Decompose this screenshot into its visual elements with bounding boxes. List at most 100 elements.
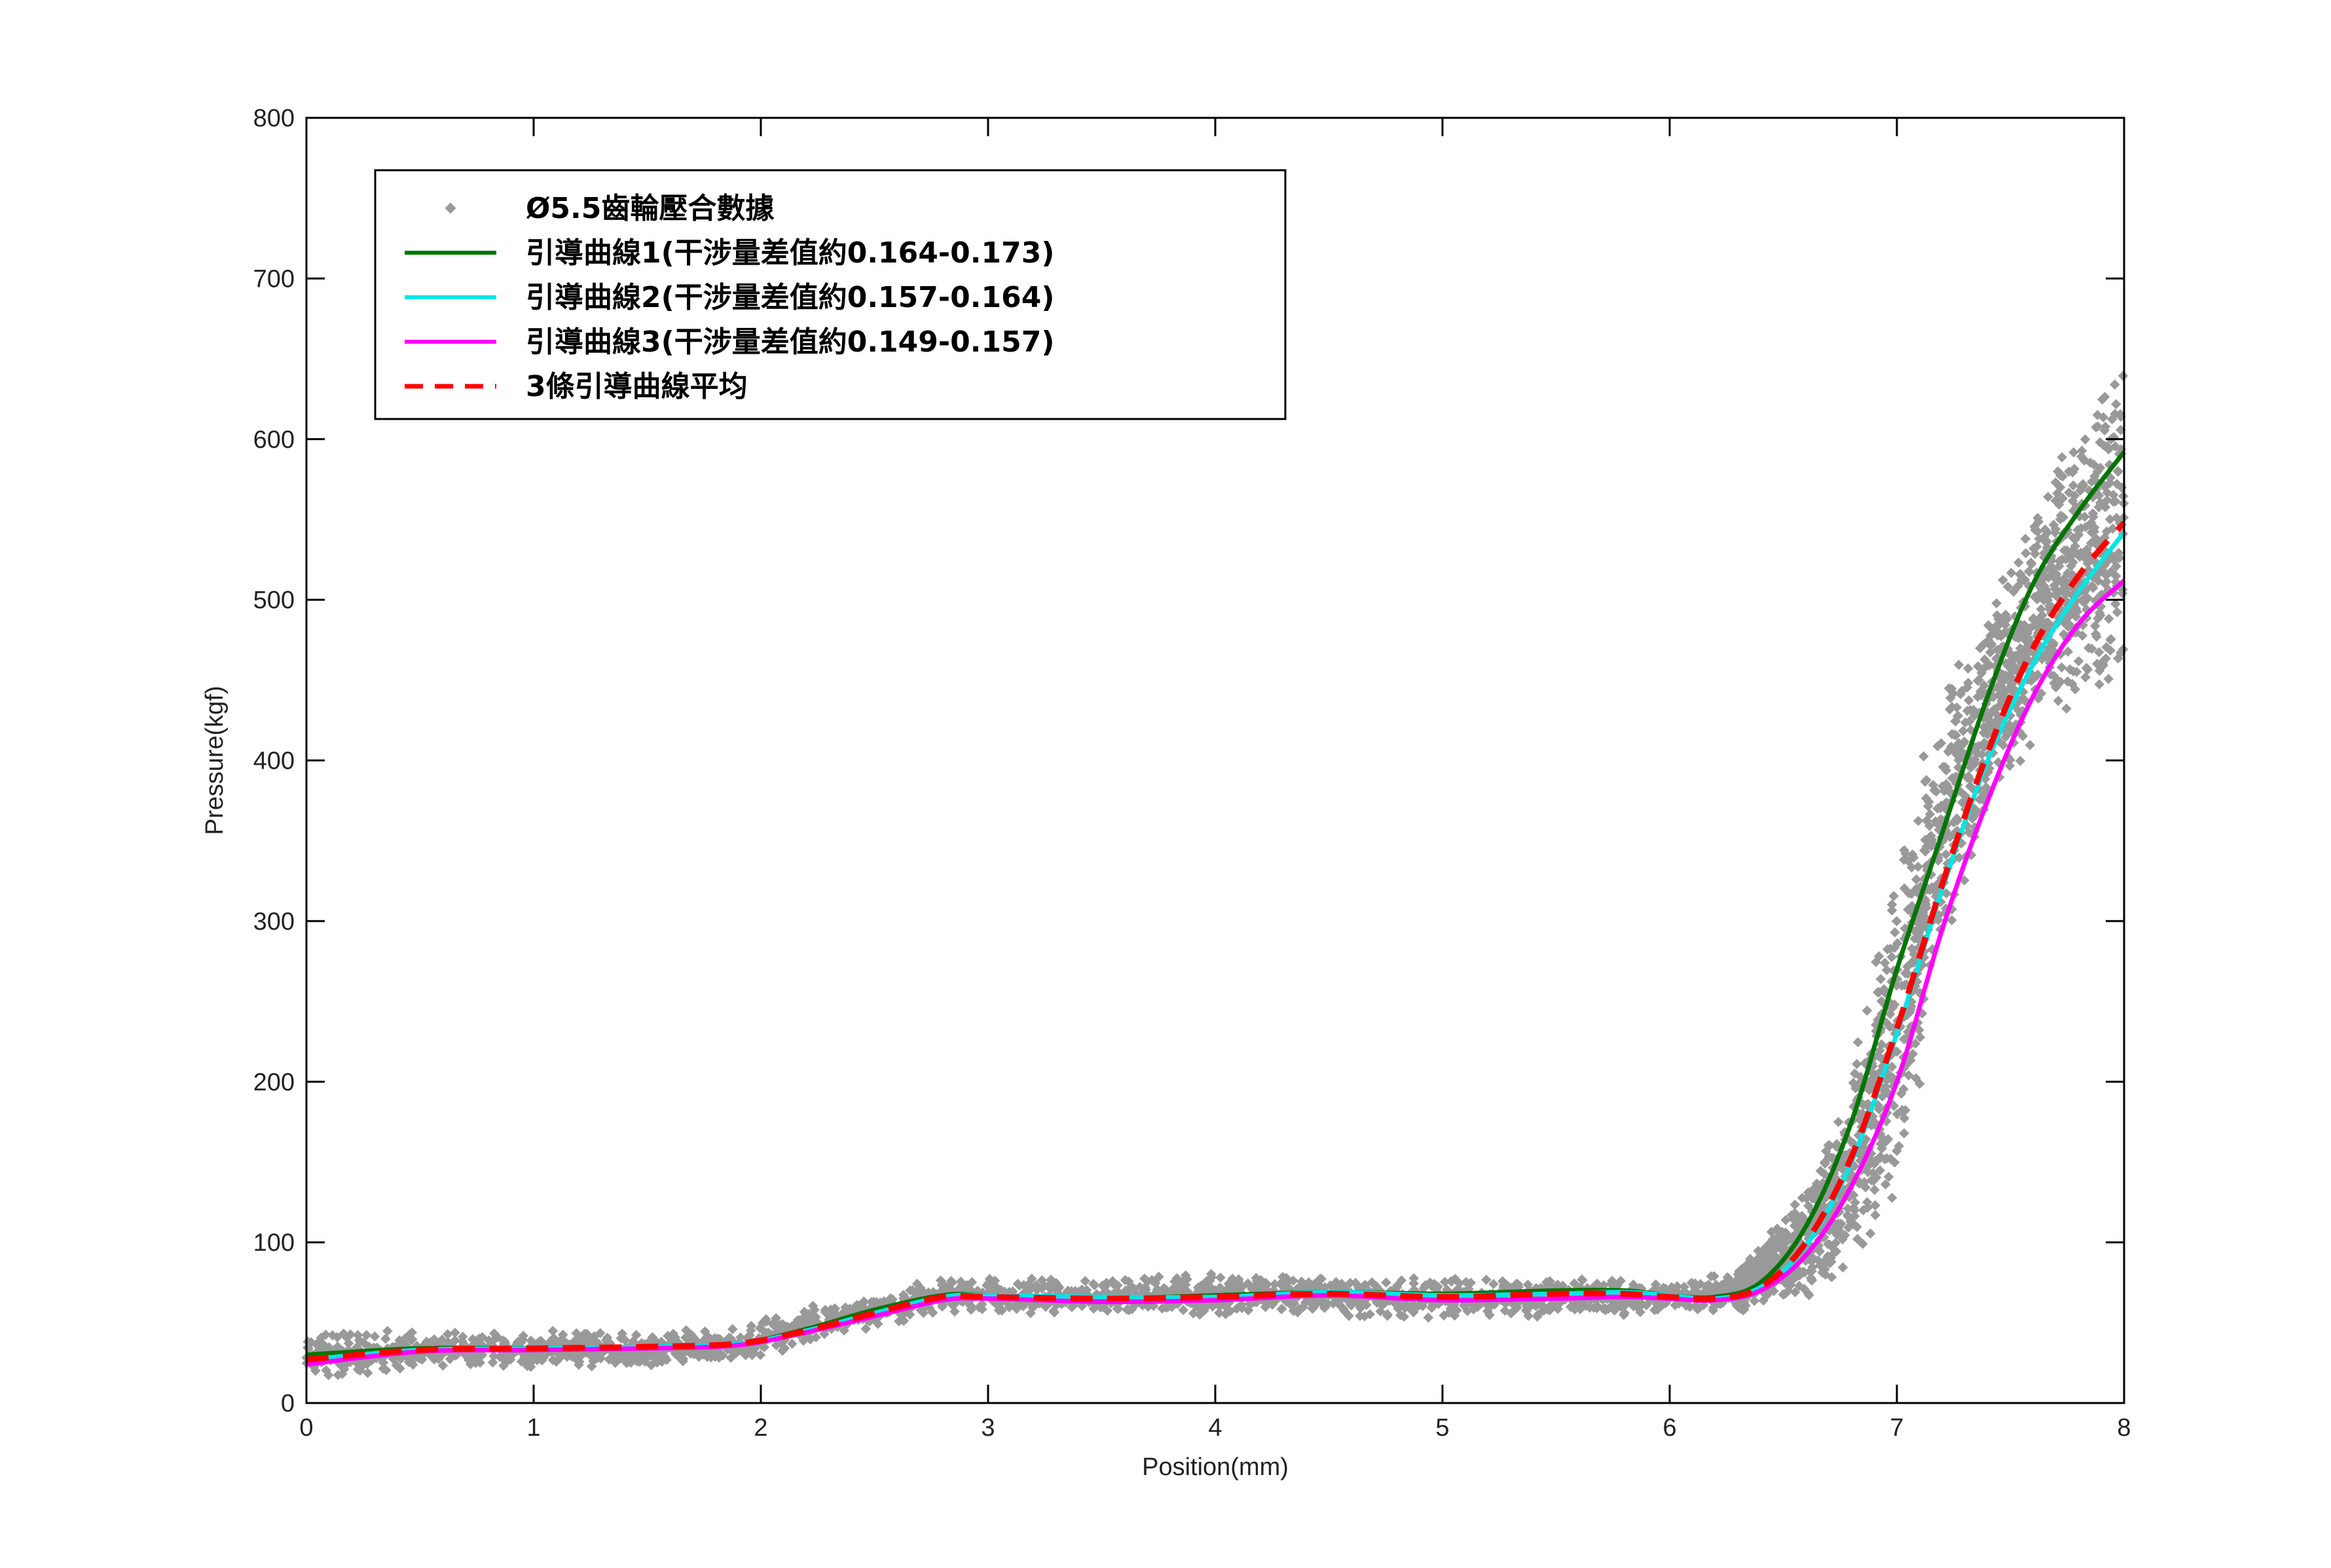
scatter-point: [809, 1315, 819, 1326]
scatter-point: [1749, 1296, 1760, 1306]
scatter-point: [2103, 674, 2114, 684]
scatter-point: [1886, 1192, 1898, 1203]
scatter-point: [1837, 1234, 1848, 1245]
scatter-point: [1615, 1275, 1626, 1286]
scatter-point: [1803, 1201, 1814, 1211]
x-tick-label: 7: [1890, 1414, 1903, 1442]
scatter-point: [343, 1338, 354, 1349]
x-tick-label: 0: [299, 1414, 313, 1442]
x-tick-label: 2: [754, 1414, 767, 1442]
scatter-point: [866, 1296, 877, 1307]
scatter-point: [369, 1331, 380, 1342]
scatter-point: [1575, 1304, 1586, 1315]
scatter-point: [2061, 703, 2072, 714]
scatter-point: [382, 1326, 393, 1336]
scatter-point: [918, 1307, 929, 1319]
scatter-point: [1770, 1234, 1780, 1245]
scatter-point: [1852, 1222, 1862, 1232]
scatter-point: [1097, 1280, 1108, 1291]
scatter-point: [617, 1328, 627, 1339]
scatter-point: [1088, 1304, 1099, 1314]
scatter-point: [1926, 830, 1936, 841]
scatter-point: [1870, 1210, 1881, 1220]
scatter-point: [1734, 1269, 1745, 1281]
scatter-point: [1023, 1279, 1034, 1290]
scatter-point: [1879, 984, 1890, 994]
x-tick-label: 1: [526, 1414, 540, 1442]
scatter-point: [1541, 1277, 1552, 1288]
scatter-point: [1382, 1311, 1393, 1321]
scatter-point: [1666, 1282, 1677, 1292]
scatter-point: [1903, 1070, 1914, 1081]
scatter-point: [327, 1330, 338, 1341]
scatter-point: [1871, 957, 1881, 968]
scatter-point: [352, 1330, 363, 1340]
y-tick-label: 0: [281, 1390, 295, 1417]
scatter-point: [1876, 996, 1887, 1006]
scatter-point: [1947, 729, 1957, 740]
scatter-point: [1332, 1298, 1344, 1309]
scatter-point: [1066, 1286, 1077, 1296]
scatter-point: [1942, 785, 1953, 795]
scatter-point: [792, 1315, 803, 1326]
scatter-point: [1807, 1266, 1817, 1277]
scatter-point: [1858, 1239, 1868, 1249]
scatter-point: [1967, 813, 1978, 824]
scatter-point: [1869, 1184, 1880, 1195]
scatter-point: [1824, 1239, 1835, 1250]
scatter-point: [1439, 1277, 1450, 1287]
scatter-point: [1399, 1311, 1410, 1322]
scatter-point: [1381, 1277, 1391, 1288]
scatter-point: [1752, 1260, 1763, 1271]
legend-label: 引導曲線3(干涉量差值約0.149-0.157): [526, 325, 1054, 359]
scatter-point: [1833, 1116, 1844, 1127]
scatter-point: [755, 1349, 766, 1360]
scatter-point: [1863, 1167, 1873, 1178]
scatter-point: [1537, 1300, 1547, 1310]
scatter-point: [1778, 1289, 1789, 1300]
scatter-point: [974, 1302, 984, 1313]
scatter-point: [1756, 1247, 1767, 1258]
x-tick-label: 6: [1662, 1414, 1676, 1442]
scatter-point: [1886, 899, 1898, 910]
scatter-point: [1829, 1226, 1839, 1237]
scatter-point: [1852, 1037, 1863, 1048]
scatter-point: [1807, 1184, 1818, 1195]
scatter-point: [843, 1306, 853, 1317]
scatter-point: [1641, 1300, 1652, 1311]
scatter-point: [956, 1280, 967, 1291]
scatter-point: [1080, 1275, 1091, 1286]
scatter-point: [1827, 1249, 1839, 1260]
scatter-point: [1591, 1303, 1602, 1313]
scatter-point: [1922, 801, 1934, 812]
scatter-point: [728, 1347, 739, 1358]
scatter-point: [2067, 678, 2078, 689]
scatter-point: [1772, 1224, 1782, 1234]
scatter-point: [1790, 1286, 1801, 1298]
scatter-point: [1176, 1281, 1186, 1292]
scatter-point: [1862, 1202, 1873, 1213]
scatter-point: [904, 1309, 915, 1320]
scatter-point: [819, 1328, 830, 1340]
scatter-point: [1873, 1104, 1884, 1114]
scatter-point: [1408, 1307, 1419, 1318]
scatter-point: [1902, 968, 1913, 979]
scatter-point: [1355, 1311, 1365, 1321]
scatter-point: [1566, 1302, 1576, 1312]
scatter-point: [1862, 1197, 1873, 1208]
scatter-point: [1953, 738, 1964, 749]
scatter-point: [1904, 1007, 1915, 1017]
scatter-point: [1892, 1146, 1902, 1156]
scatter-point: [1790, 1199, 1801, 1210]
scatter-point: [1848, 1078, 1859, 1088]
scatter-point: [1876, 1143, 1887, 1154]
scatter-point: [1880, 1179, 1891, 1190]
scatter-point: [1345, 1277, 1355, 1288]
scatter-point: [1920, 896, 1931, 907]
scatter-point: [1936, 800, 1947, 811]
scatter-point: [1849, 1068, 1860, 1079]
scatter-point: [492, 1332, 503, 1343]
scatter-point: [1877, 1091, 1888, 1102]
scatter-point: [1709, 1271, 1719, 1282]
scatter-point: [1044, 1279, 1055, 1290]
